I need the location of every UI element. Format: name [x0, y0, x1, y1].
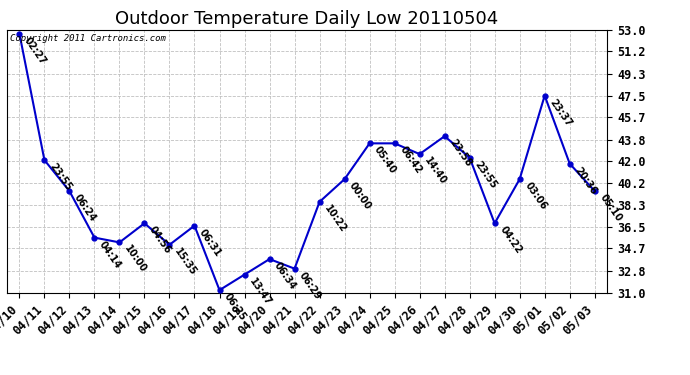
Text: 04:22: 04:22: [497, 225, 524, 256]
Text: 02:27: 02:27: [22, 35, 48, 66]
Text: 23:55: 23:55: [47, 162, 73, 193]
Text: 20:36: 20:36: [573, 165, 598, 196]
Text: 04:56: 04:56: [147, 225, 173, 256]
Title: Outdoor Temperature Daily Low 20110504: Outdoor Temperature Daily Low 20110504: [115, 10, 499, 28]
Text: 23:37: 23:37: [547, 97, 573, 128]
Text: 23:55: 23:55: [473, 159, 498, 190]
Text: 14:40: 14:40: [422, 156, 448, 187]
Text: 06:29: 06:29: [297, 270, 324, 301]
Text: 05:40: 05:40: [373, 145, 398, 176]
Text: 06:34: 06:34: [273, 261, 298, 292]
Text: 06:42: 06:42: [397, 145, 424, 176]
Text: 10:22: 10:22: [322, 203, 348, 234]
Text: 06:24: 06:24: [72, 192, 98, 224]
Text: Copyright 2011 Cartronics.com: Copyright 2011 Cartronics.com: [10, 34, 166, 43]
Text: 06:31: 06:31: [197, 227, 224, 258]
Text: 23:58: 23:58: [447, 138, 473, 169]
Text: 00:00: 00:00: [347, 180, 373, 212]
Text: 05:10: 05:10: [598, 192, 624, 224]
Text: 15:35: 15:35: [172, 246, 198, 277]
Text: 03:06: 03:06: [522, 180, 549, 212]
Text: 13:47: 13:47: [247, 276, 273, 307]
Text: 04:14: 04:14: [97, 239, 124, 270]
Text: 06:25: 06:25: [222, 291, 248, 322]
Text: 10:00: 10:00: [122, 244, 148, 275]
